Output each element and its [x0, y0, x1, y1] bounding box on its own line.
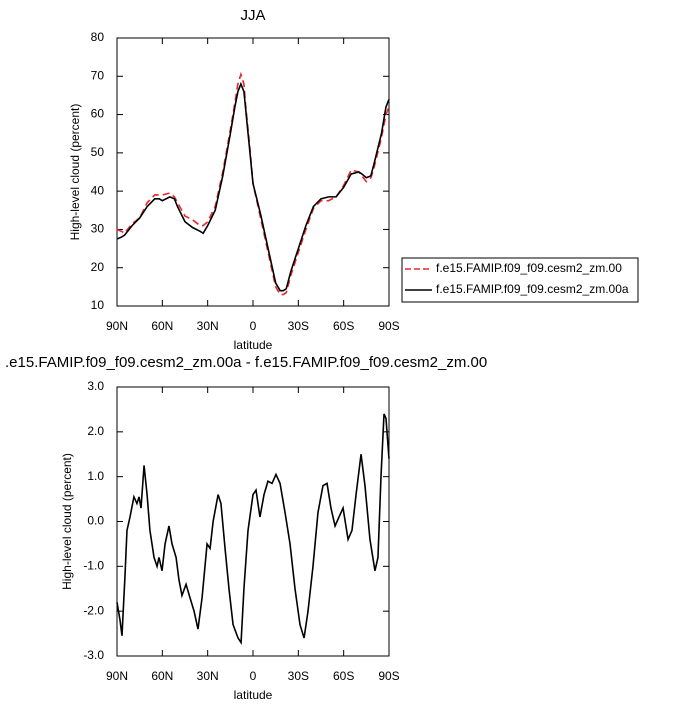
- x-tick-label: 0: [250, 669, 257, 683]
- plot-frame: [116, 386, 390, 657]
- x-tick-label: 60S: [333, 669, 354, 683]
- y-axis-label: High-level cloud (percent): [60, 453, 74, 590]
- x-tick-label: 90S: [378, 319, 399, 333]
- chart-title: JJA: [240, 7, 265, 24]
- y-tick-label: -3.0: [83, 648, 104, 662]
- x-tick-label: 0: [250, 319, 257, 333]
- x-axis-label: latitude: [234, 688, 273, 702]
- y-tick-label: 2.0: [87, 424, 104, 438]
- x-tick-label: 60S: [333, 319, 354, 333]
- chart-title: .e15.FAMIP.f09_f09.cesm2_zm.00a - f.e15.…: [5, 354, 487, 371]
- x-tick-label: 90N: [106, 319, 128, 333]
- y-tick-label: 60: [91, 107, 105, 121]
- y-tick-label: 0.0: [87, 514, 104, 528]
- plot-frame: [116, 37, 390, 307]
- x-tick-label: 60N: [151, 669, 173, 683]
- x-tick-label: 30N: [197, 319, 219, 333]
- x-axis-label: latitude: [234, 338, 273, 352]
- y-tick-label: 30: [91, 222, 105, 236]
- y-tick-label: 3.0: [87, 379, 104, 393]
- y-tick-label: 80: [91, 30, 105, 44]
- series-line: [116, 81, 390, 292]
- x-tick-label: 30S: [288, 669, 309, 683]
- x-tick-label: 30N: [197, 669, 219, 683]
- y-tick-label: 20: [91, 260, 105, 274]
- x-tick-label: 60N: [151, 319, 173, 333]
- y-tick-label: 1.0: [87, 469, 104, 483]
- y-tick-label: 70: [91, 68, 105, 82]
- y-axis-label: High-level cloud (percent): [68, 104, 82, 241]
- y-tick-label: 50: [91, 145, 105, 159]
- y-tick-label: -1.0: [83, 559, 104, 573]
- y-tick-label: -2.0: [83, 603, 104, 617]
- y-tick-label: 40: [91, 183, 105, 197]
- series-line: [116, 413, 390, 645]
- x-tick-label: 30S: [288, 319, 309, 333]
- legend-label: f.e15.FAMIP.f09_f09.cesm2_zm.00: [436, 261, 622, 275]
- x-tick-label: 90N: [106, 669, 128, 683]
- x-tick-label: 90S: [378, 669, 399, 683]
- y-tick-label: 10: [91, 298, 105, 312]
- legend-box: [401, 257, 639, 303]
- legend-label: f.e15.FAMIP.f09_f09.cesm2_zm.00a: [436, 282, 629, 296]
